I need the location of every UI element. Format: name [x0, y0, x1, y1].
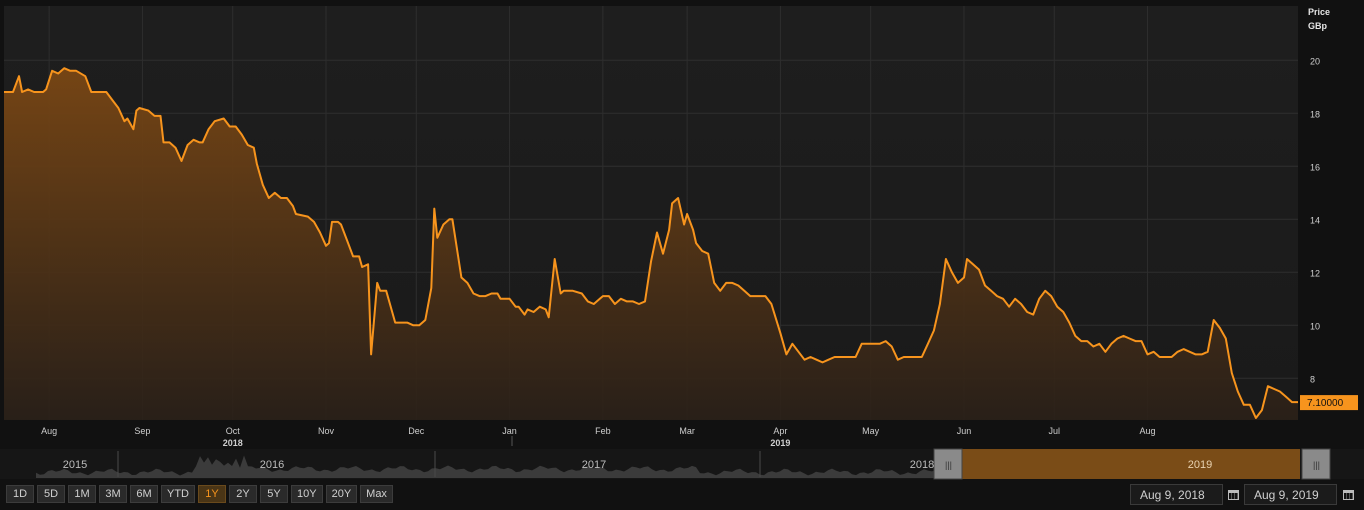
period-20y-button[interactable]: 20Y [325, 485, 358, 503]
period-5d-button[interactable]: 5D [37, 485, 65, 503]
plot-background [4, 6, 1298, 420]
x-tick-label: Apr [773, 426, 787, 436]
x-tick-label: Aug [1140, 426, 1156, 436]
grip-icon: ||| [1313, 460, 1320, 470]
y-tick-label: 10 [1310, 321, 1320, 331]
interval-dropdown[interactable]: Daily ▼ [154, 13, 248, 37]
x-tick-label: Oct [226, 426, 241, 436]
period-3m-button[interactable]: 3M [99, 485, 127, 503]
period-6m-button[interactable]: 6M [130, 485, 158, 503]
navigator-year-label: 2015 [63, 459, 87, 471]
period-1y-button[interactable]: 1Y [198, 485, 226, 503]
x-tick-label: Feb [595, 426, 611, 436]
x-tick-label: Sep [134, 426, 150, 436]
x-tick-label: May [862, 426, 880, 436]
plus-icon: + [266, 16, 276, 33]
navigator-year-label: 2016 [260, 459, 284, 471]
x-year-label: 2019 [770, 438, 790, 448]
x-tick-label: Jan [502, 426, 517, 436]
y-axis-unit-line1: Price [1308, 7, 1330, 17]
price-line [4, 67, 1298, 419]
navigator-background [0, 449, 1364, 479]
y-tick-label: 16 [1310, 162, 1320, 172]
symbol-selector[interactable]: HNRH.L C 7.10000 ▼ [6, 13, 144, 37]
y-tick-label: 12 [1310, 268, 1320, 278]
x-year-label: 2018 [223, 438, 243, 448]
y-tick-label: 18 [1310, 109, 1320, 119]
x-tick-label: Nov [318, 426, 335, 436]
navigator-years: 2015 2016 2017 2018 2019 [63, 451, 1212, 477]
y-tick-label: 20 [1310, 56, 1320, 66]
y-tick-label: 8 [1310, 374, 1315, 384]
close-value: 7.10000 [70, 19, 111, 31]
y-axis: 8 10 12 14 16 18 20 [1310, 56, 1320, 384]
navigator-left-handle[interactable] [933, 448, 963, 480]
period-max-button[interactable]: Max [360, 485, 393, 503]
date-to-field[interactable]: Aug 9, 2019 [1244, 484, 1337, 505]
last-price-badge [1300, 395, 1358, 411]
y-axis-unit-line2: GBp [1308, 21, 1328, 31]
last-price-label: 7.10000 [1307, 398, 1344, 409]
add-button[interactable]: + [258, 13, 284, 37]
chevron-down-icon[interactable]: ▼ [228, 17, 244, 33]
navigator-year-label: 2018 [910, 459, 934, 471]
calendar-icon[interactable] [1340, 485, 1357, 504]
period-2y-button[interactable]: 2Y [229, 485, 257, 503]
price-area [4, 68, 1298, 420]
x-axis: Aug Sep Oct 2018 Nov Dec Jan Feb Mar Apr 2019 May Ju… [41, 426, 1155, 448]
navigator-window[interactable] [960, 449, 1300, 479]
period-5y-button[interactable]: 5Y [260, 485, 288, 503]
period-10y-button[interactable]: 10Y [291, 485, 323, 503]
period-buttons: 1D 5D 1M 3M 6M YTD 1Y 2Y 5Y 10Y 20Y Max [6, 485, 393, 503]
grip-icon: ||| [945, 460, 952, 470]
date-from-field[interactable]: Aug 9, 2018 [1130, 484, 1223, 505]
period-1d-button[interactable]: 1D [6, 485, 34, 503]
interval-value: Daily [164, 19, 189, 31]
x-tick-label: Aug [41, 426, 57, 436]
x-tick-label: Jul [1048, 426, 1060, 436]
x-tick-label: Dec [408, 426, 425, 436]
y-tick-label: 14 [1310, 215, 1320, 225]
x-tick-label: Jun [957, 426, 972, 436]
chevron-down-icon[interactable]: ▼ [124, 17, 140, 33]
x-tick-label: Mar [679, 426, 695, 436]
symbol-label: HNRH.L [16, 19, 57, 31]
navigator-history [36, 455, 1300, 478]
period-ytd-button[interactable]: YTD [161, 485, 195, 503]
grid-lines [4, 6, 1298, 420]
navigator-right-handle[interactable] [1301, 448, 1331, 480]
navigator-year-label: 2019 [1188, 459, 1212, 471]
close-prefix: C [60, 19, 69, 31]
period-1m-button[interactable]: 1M [68, 485, 96, 503]
calendar-icon[interactable] [1225, 485, 1242, 504]
navigator-year-label: 2017 [582, 459, 606, 471]
